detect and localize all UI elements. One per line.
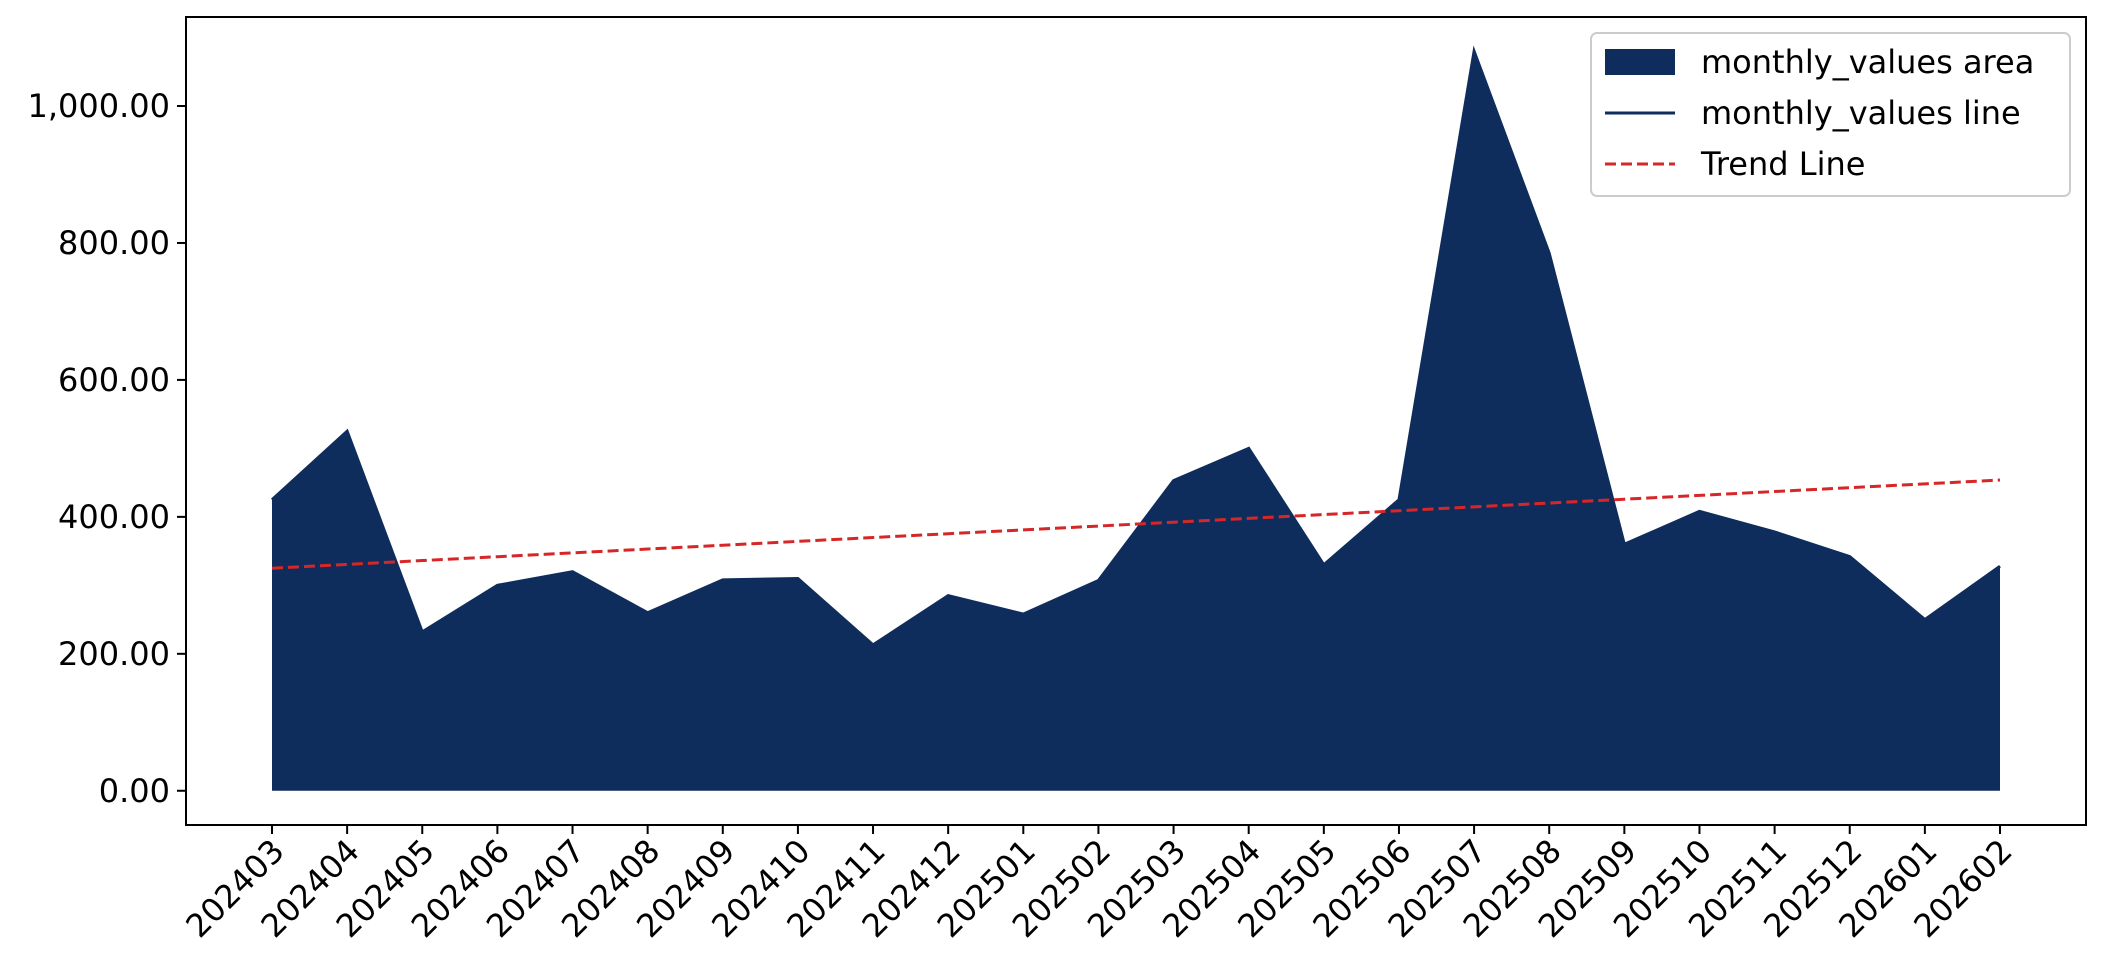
- area-series-fill: [272, 51, 2000, 791]
- plot-area: [185, 16, 2087, 826]
- trend-line: [271, 478, 2001, 570]
- legend-label: Trend Line: [1700, 145, 1865, 183]
- y-tick-label: 0.00: [99, 772, 170, 810]
- legend-label: monthly_values line: [1701, 94, 2021, 132]
- legend-label: monthly_values area: [1701, 43, 2034, 81]
- plot-frame: [185, 16, 2087, 826]
- y-tick-label: 1,000.00: [28, 87, 171, 125]
- y-tick-label: 400.00: [58, 498, 170, 536]
- legend: monthly_values area monthly_values line Tr…: [1590, 32, 2071, 197]
- y-tick-label: 200.00: [58, 635, 170, 673]
- legend-swatch-area: [1605, 49, 1675, 75]
- y-axis: 0.00 200.00 400.00 600.00 800.00 1,000.00: [28, 87, 186, 810]
- legend-box: [1590, 32, 2071, 197]
- x-axis: 2024032024042024052024062024072024082024…: [178, 825, 2020, 945]
- y-tick-label: 600.00: [58, 361, 170, 399]
- y-tick-label: 800.00: [58, 224, 170, 262]
- series-line: [270, 45, 2001, 647]
